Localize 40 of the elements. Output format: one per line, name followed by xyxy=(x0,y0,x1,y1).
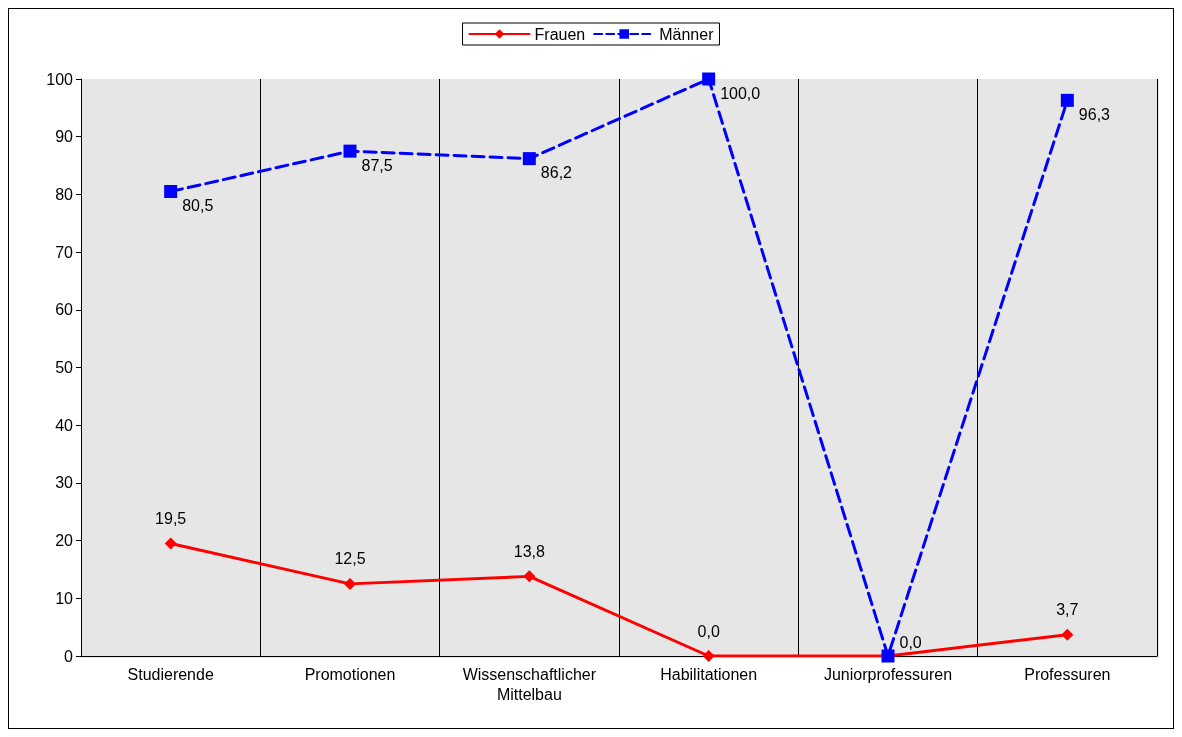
x-tick-label: Professuren xyxy=(1024,665,1111,683)
data-label: 86,2 xyxy=(540,164,573,182)
point xyxy=(164,537,177,550)
y-tick-label: 10 xyxy=(55,589,74,607)
y-tick-label: 90 xyxy=(55,128,74,146)
x-tick-label: Promotionen xyxy=(304,665,396,683)
point xyxy=(1061,628,1074,641)
point xyxy=(702,72,716,86)
point xyxy=(1060,93,1074,107)
data-label: 0,0 xyxy=(697,622,720,640)
y-tick-label: 70 xyxy=(55,243,74,261)
data-label: 13,8 xyxy=(513,542,546,560)
y-tick-label: 60 xyxy=(55,301,74,319)
x-tick-label: Studierende xyxy=(127,665,214,683)
data-label: 3,7 xyxy=(1056,601,1079,619)
x-tick-label: Habilitationen xyxy=(660,665,758,683)
y-tick-label: 80 xyxy=(55,185,74,203)
data-label: 96,3 xyxy=(1078,105,1111,123)
x-tick-label: Wissenschaftlicher Mittelbau xyxy=(462,665,597,703)
y-tick-label: 40 xyxy=(55,416,74,434)
y-tick-label: 50 xyxy=(55,359,74,376)
x-tick-label: Juniorprofessuren xyxy=(823,665,953,683)
data-label: 100,0 xyxy=(720,84,761,102)
y-tick-label: 100 xyxy=(46,70,74,88)
data-label: 0,0 xyxy=(899,633,922,651)
data-label: 80,5 xyxy=(182,197,214,215)
y-tick-label: 30 xyxy=(55,474,74,492)
point xyxy=(344,577,356,590)
legend-label: Frauen xyxy=(534,25,586,43)
point xyxy=(343,144,357,158)
data-label: 12,5 xyxy=(334,550,366,568)
point xyxy=(702,650,715,662)
data-label: 19,5 xyxy=(155,509,187,527)
point xyxy=(522,152,536,166)
y-tick-label: 20 xyxy=(55,532,74,550)
point xyxy=(164,185,178,199)
point xyxy=(523,570,536,583)
legend-label: Männer xyxy=(659,25,715,43)
data-label: 87,5 xyxy=(361,156,393,174)
y-tick-label: 0 xyxy=(64,647,74,665)
